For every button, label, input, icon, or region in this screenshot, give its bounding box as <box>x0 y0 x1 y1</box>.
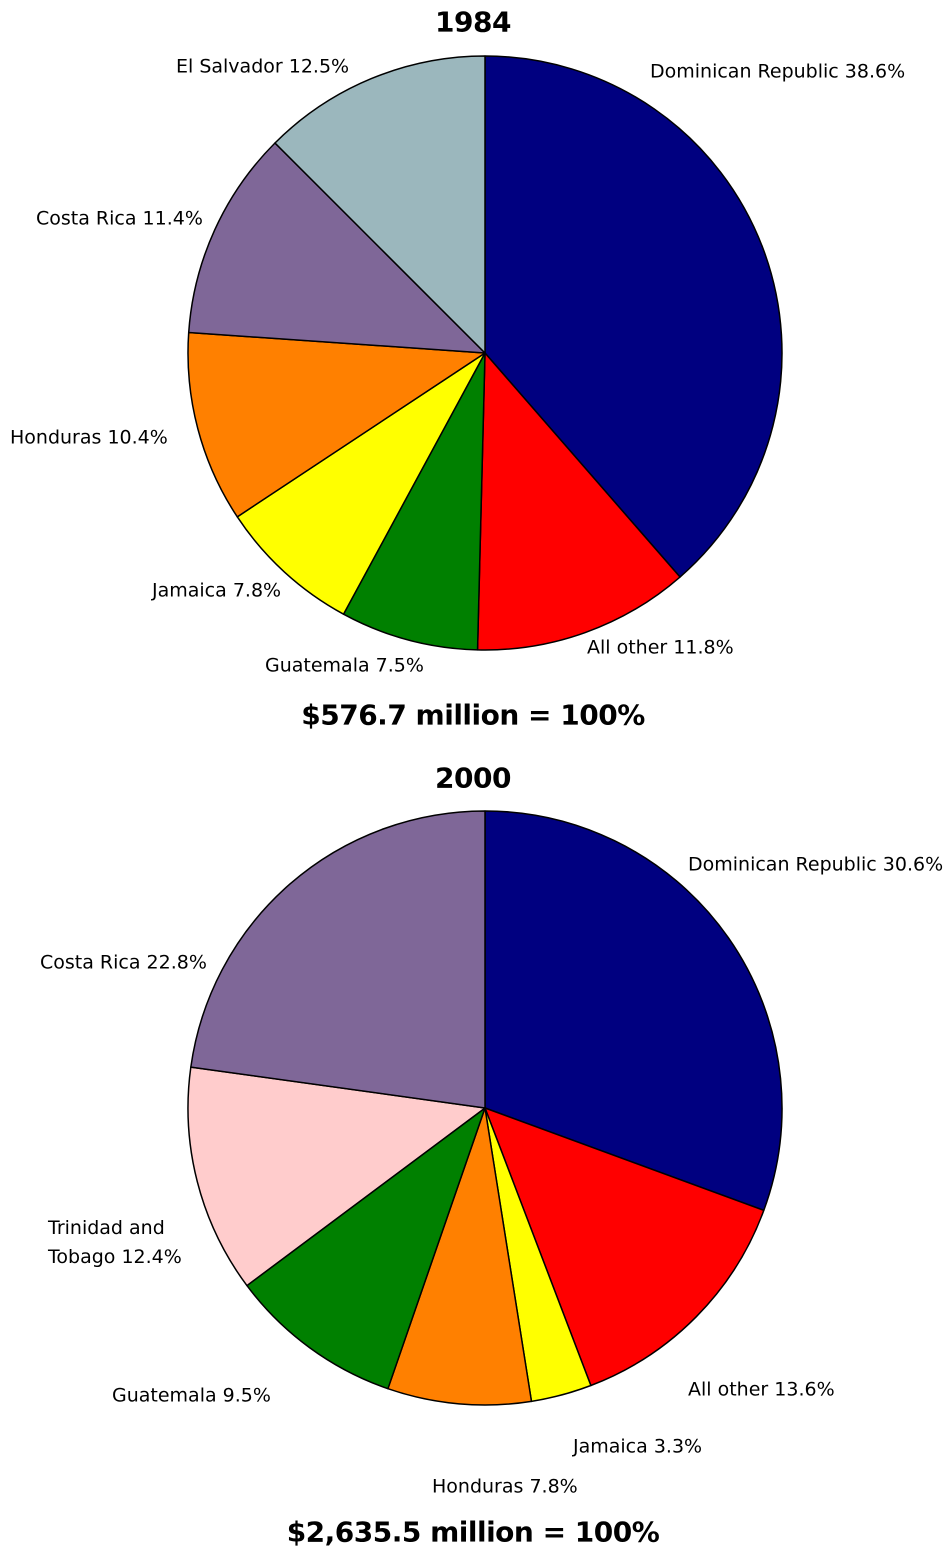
slice-label: Honduras 10.4% <box>10 424 168 453</box>
category-name: Honduras <box>432 1475 524 1498</box>
value-label: 30.6% <box>882 853 944 876</box>
value-label: 11.4% <box>142 207 203 230</box>
pie-slice <box>274 55 486 354</box>
value-label: 13.6% <box>774 1378 835 1401</box>
pie-slice <box>484 1107 765 1387</box>
slice-label: Dominican Republic 38.6% <box>650 58 905 87</box>
value-label: 7.8% <box>232 579 282 602</box>
category-name: Guatemala <box>112 1384 217 1407</box>
slice-label: Guatemala 7.5% <box>265 652 424 681</box>
category-name: All other <box>688 1378 769 1401</box>
pie-slice <box>246 1107 486 1390</box>
pie-slice <box>190 810 486 1109</box>
category-name: Honduras <box>10 426 102 449</box>
pie-slice <box>484 55 783 578</box>
slice-label: El Salvador 12.5% <box>176 53 349 82</box>
chart-title: 2000 <box>435 761 511 795</box>
category-name: All other <box>587 636 668 659</box>
pie-slice <box>484 810 783 1212</box>
pie-slice <box>187 331 486 518</box>
value-label: 38.6% <box>844 60 906 83</box>
value-label: 12.4% <box>121 1246 182 1268</box>
value-label: 11.8% <box>673 636 734 659</box>
slice-label: Trinidad and Tobago 12.4% <box>48 1214 188 1272</box>
category-name: Dominican Republic <box>688 853 877 876</box>
pie-slice <box>342 352 486 651</box>
value-label: 22.8% <box>146 951 207 974</box>
pie-slice <box>187 1066 486 1287</box>
value-label: 7.5% <box>375 654 424 677</box>
chart-title: 1984 <box>435 5 511 39</box>
slice-label: All other 13.6% <box>688 1376 835 1405</box>
slice-label: Jamaica 7.8% <box>152 577 281 606</box>
value-label: 9.5% <box>222 1384 271 1407</box>
category-name: Costa Rica <box>36 207 137 230</box>
slice-label: Jamaica 3.3% <box>573 1433 702 1462</box>
value-label: 10.4% <box>107 426 168 449</box>
value-label: 7.8% <box>529 1475 578 1498</box>
total-label: $2,635.5 million = 100% <box>286 1515 660 1549</box>
pie-slice <box>187 142 486 354</box>
pie-slice <box>236 352 486 615</box>
category-name: Jamaica <box>573 1435 648 1458</box>
slice-label: All other 11.8% <box>587 634 734 663</box>
value-label: 3.3% <box>653 1435 703 1458</box>
category-name: Guatemala <box>265 654 370 677</box>
slice-label: Costa Rica 11.4% <box>36 205 203 234</box>
category-name: El Salvador <box>176 55 283 78</box>
slice-label: Guatemala 9.5% <box>112 1382 271 1411</box>
category-name: Jamaica <box>152 579 227 602</box>
category-name: Dominican Republic <box>650 60 839 83</box>
pie-slice <box>476 352 681 651</box>
value-label: 12.5% <box>288 55 350 78</box>
slice-label: Costa Rica 22.8% <box>40 949 207 978</box>
pie-slice <box>387 1107 533 1406</box>
slice-label: Honduras 7.8% <box>432 1473 578 1502</box>
category-name: Trinidad and Tobago <box>48 1217 165 1268</box>
category-name: Costa Rica <box>40 951 141 974</box>
total-label: $576.7 million = 100% <box>301 698 645 732</box>
slice-label: Dominican Republic 30.6% <box>688 851 943 880</box>
